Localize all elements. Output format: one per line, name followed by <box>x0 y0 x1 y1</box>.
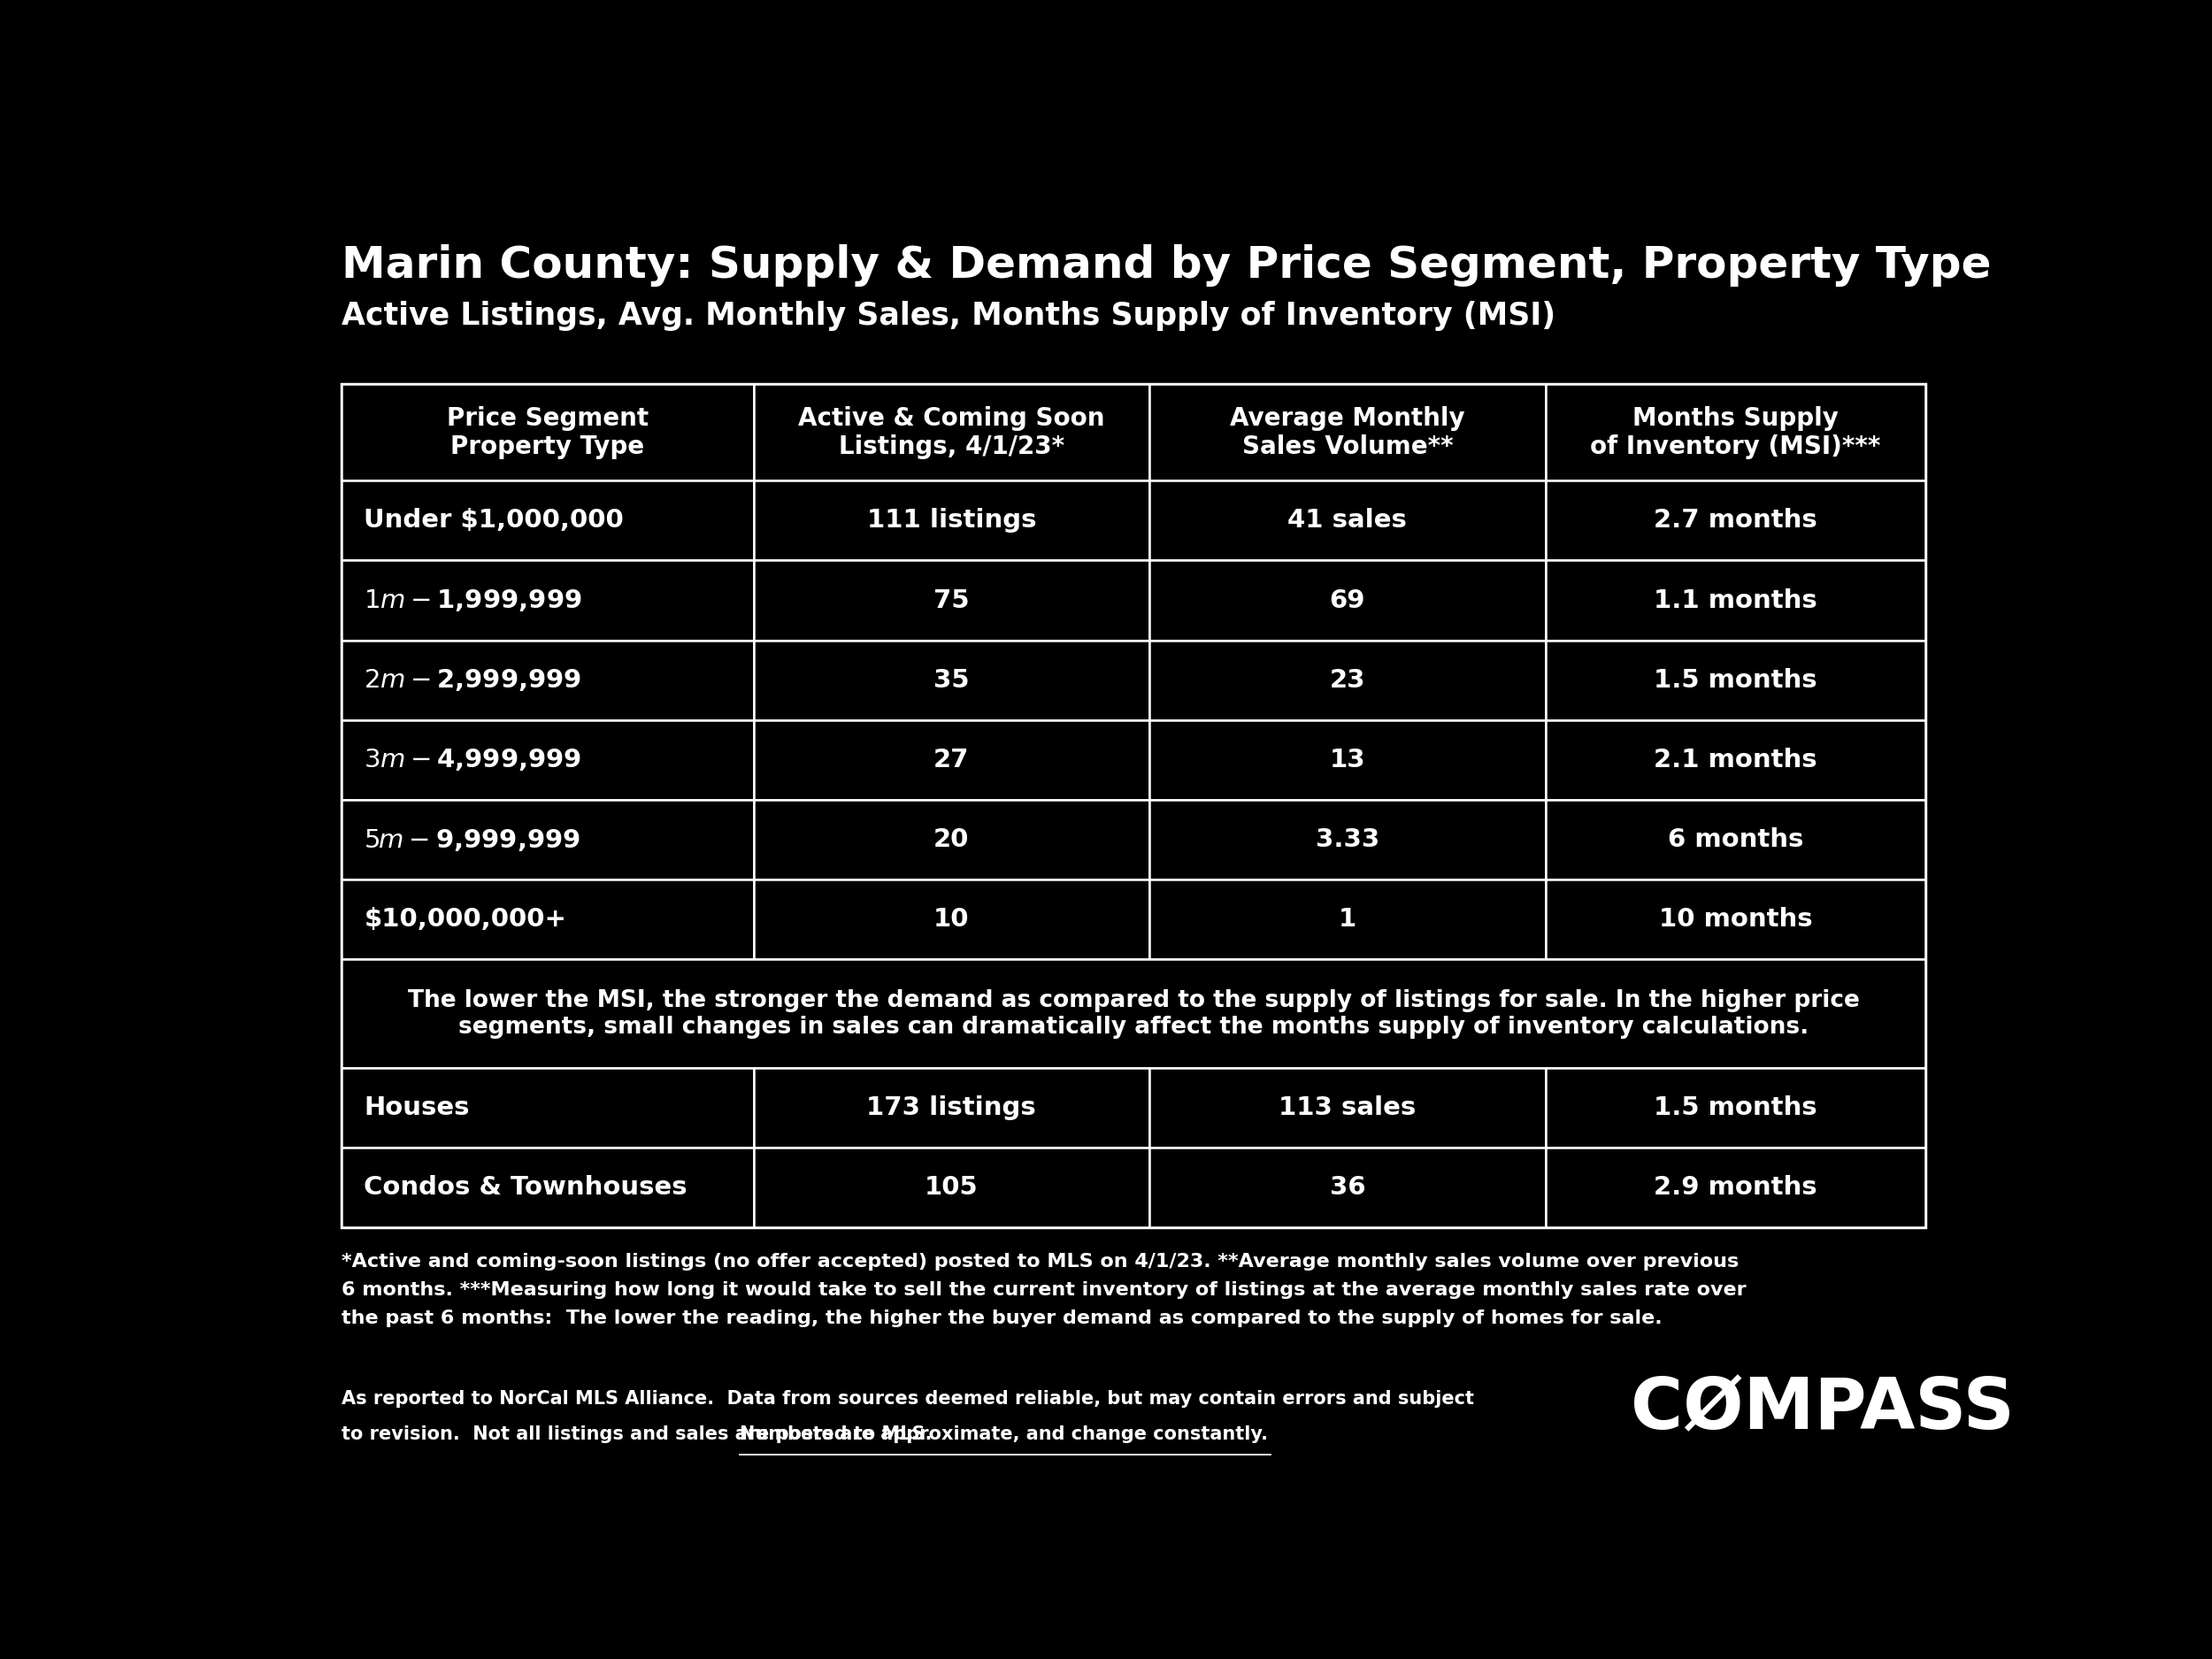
Bar <box>341 879 754 959</box>
Text: $2m - $2,999,999: $2m - $2,999,999 <box>365 667 582 693</box>
Text: $1m - $1,999,999: $1m - $1,999,999 <box>365 587 582 614</box>
Text: 36: 36 <box>1329 1175 1365 1199</box>
Text: Houses: Houses <box>365 1095 469 1120</box>
Text: Average Monthly
Sales Volume**: Average Monthly Sales Volume** <box>1230 406 1464 460</box>
Text: Active & Coming Soon
Listings, 4/1/23*: Active & Coming Soon Listings, 4/1/23* <box>799 406 1104 460</box>
Bar <box>1150 1068 1546 1148</box>
Bar <box>1150 481 1546 561</box>
Bar <box>341 720 754 800</box>
Bar <box>754 385 1150 481</box>
Bar <box>341 1148 754 1228</box>
Text: Months Supply
of Inventory (MSI)***: Months Supply of Inventory (MSI)*** <box>1590 406 1880 460</box>
Text: 1.5 months: 1.5 months <box>1655 669 1818 692</box>
Text: 69: 69 <box>1329 587 1365 612</box>
Text: 27: 27 <box>933 748 969 773</box>
Bar <box>1546 879 1927 959</box>
Bar <box>754 1148 1150 1228</box>
Text: Under $1,000,000: Under $1,000,000 <box>365 508 624 533</box>
Text: 10 months: 10 months <box>1659 907 1812 932</box>
Text: 41 sales: 41 sales <box>1287 508 1407 533</box>
Text: 75: 75 <box>933 587 969 612</box>
Bar <box>1150 640 1546 720</box>
Bar <box>754 1068 1150 1148</box>
Text: *Active and coming-soon listings (no offer accepted) posted to MLS on 4/1/23. **: *Active and coming-soon listings (no off… <box>341 1253 1747 1327</box>
Bar <box>1546 561 1927 640</box>
Bar <box>1546 1068 1927 1148</box>
Bar <box>754 800 1150 879</box>
Text: 10: 10 <box>933 907 969 932</box>
Bar <box>1546 640 1927 720</box>
Text: 1.5 months: 1.5 months <box>1655 1095 1818 1120</box>
Text: 1: 1 <box>1338 907 1356 932</box>
Bar <box>1150 1148 1546 1228</box>
Text: to revision.  Not all listings and sales are posted to MLS.: to revision. Not all listings and sales … <box>341 1425 938 1443</box>
Bar <box>341 481 754 561</box>
Bar <box>754 640 1150 720</box>
Text: 13: 13 <box>1329 748 1365 773</box>
Bar <box>1150 561 1546 640</box>
Bar <box>1150 385 1546 481</box>
Bar <box>1546 1148 1927 1228</box>
Bar <box>341 385 754 481</box>
Text: 105: 105 <box>925 1175 978 1199</box>
Text: 23: 23 <box>1329 669 1365 692</box>
Bar <box>341 640 754 720</box>
Bar <box>341 800 754 879</box>
Text: As reported to NorCal MLS Alliance.  Data from sources deemed reliable, but may : As reported to NorCal MLS Alliance. Data… <box>341 1390 1473 1407</box>
Text: 2.9 months: 2.9 months <box>1655 1175 1818 1199</box>
Text: 1.1 months: 1.1 months <box>1655 587 1818 612</box>
Text: 35: 35 <box>933 669 969 692</box>
Text: 6 months: 6 months <box>1668 828 1803 853</box>
Bar <box>1546 481 1927 561</box>
Text: 3.33: 3.33 <box>1316 828 1380 853</box>
Bar <box>1150 800 1546 879</box>
Text: 2.7 months: 2.7 months <box>1655 508 1818 533</box>
Text: 111 listings: 111 listings <box>867 508 1035 533</box>
Bar <box>1150 720 1546 800</box>
Text: 20: 20 <box>933 828 969 853</box>
Text: Price Segment
Property Type: Price Segment Property Type <box>447 406 648 460</box>
Text: $10,000,000+: $10,000,000+ <box>365 907 566 932</box>
Text: The lower the MSI, the stronger the demand as compared to the supply of listings: The lower the MSI, the stronger the dema… <box>407 989 1860 1039</box>
Text: $3m - $4,999,999: $3m - $4,999,999 <box>365 747 582 773</box>
Bar <box>754 879 1150 959</box>
Text: 113 sales: 113 sales <box>1279 1095 1416 1120</box>
Text: 2.1 months: 2.1 months <box>1655 748 1818 773</box>
Text: $5m - $9,999,999: $5m - $9,999,999 <box>365 826 582 853</box>
Bar <box>754 720 1150 800</box>
Bar <box>1546 720 1927 800</box>
Bar <box>1546 385 1927 481</box>
Text: 173 listings: 173 listings <box>867 1095 1035 1120</box>
Bar <box>754 561 1150 640</box>
Bar <box>1150 879 1546 959</box>
Bar <box>341 1068 754 1148</box>
Bar <box>341 561 754 640</box>
Bar <box>754 481 1150 561</box>
Text: CØMPASS: CØMPASS <box>1630 1375 2015 1445</box>
Bar <box>341 959 1927 1068</box>
Text: Marin County: Supply & Demand by Price Segment, Property Type: Marin County: Supply & Demand by Price S… <box>341 244 1991 287</box>
Bar <box>1546 800 1927 879</box>
Text: Active Listings, Avg. Monthly Sales, Months Supply of Inventory (MSI): Active Listings, Avg. Monthly Sales, Mon… <box>341 302 1555 332</box>
Text: Numbers are approximate, and change constantly.: Numbers are approximate, and change cons… <box>739 1425 1267 1443</box>
Text: Condos & Townhouses: Condos & Townhouses <box>365 1175 688 1199</box>
